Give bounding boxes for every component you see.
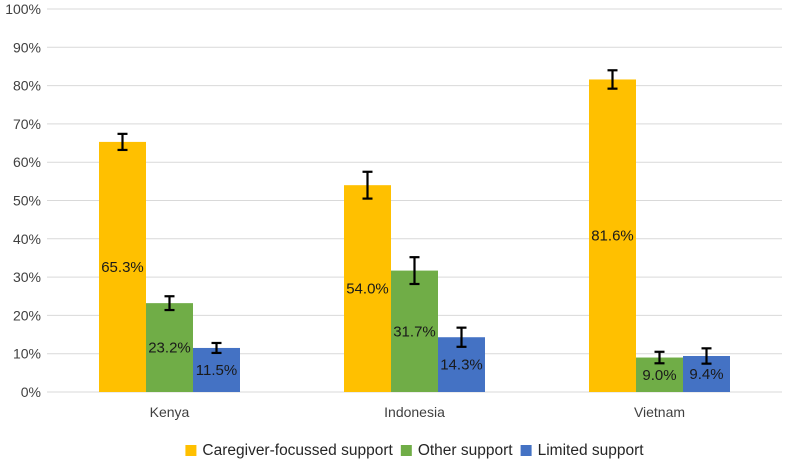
y-tick-label: 0% [21, 384, 41, 400]
bar [99, 141, 146, 392]
y-tick-label: 40% [13, 231, 41, 247]
y-tick-label: 10% [13, 346, 41, 362]
data-label: 23.2% [148, 340, 191, 357]
data-label: 54.0% [346, 281, 389, 298]
data-label: 31.7% [393, 323, 436, 340]
x-category-label: Kenya [150, 404, 190, 420]
bar [589, 79, 636, 393]
legend-label: Other support [418, 442, 513, 459]
bar [391, 270, 438, 392]
bar [344, 185, 391, 392]
y-tick-label: 30% [13, 269, 41, 285]
data-label: 14.3% [440, 357, 483, 374]
y-axis-tick-labels: 0% 10% 20% 30% 40% 50% 60% 70% 80% 90% 100% [5, 1, 41, 400]
y-tick-label: 100% [5, 1, 41, 17]
legend-swatch [185, 445, 197, 456]
bar [193, 347, 240, 392]
error-bars [117, 69, 712, 365]
y-tick-label: 60% [13, 154, 41, 170]
y-tick-label: 90% [13, 39, 41, 55]
data-label: 81.6% [591, 228, 634, 245]
legend-swatch [400, 445, 412, 456]
y-tick-label: 20% [13, 307, 41, 323]
bars [99, 79, 730, 393]
legend-swatch [520, 445, 532, 456]
y-tick-label: 70% [13, 116, 41, 132]
data-label: 11.5% [196, 362, 237, 379]
legend: Caregiver-focussed support Other support L… [185, 442, 644, 459]
data-label: 65.3% [101, 259, 144, 276]
data-label: 9.4% [689, 366, 723, 383]
y-tick-label: 80% [13, 78, 41, 94]
x-category-label: Indonesia [384, 404, 445, 420]
x-axis-category-labels: Kenya Indonesia Vietnam [150, 404, 685, 420]
data-labels: 65.3% 23.2% 11.5% 54.0% 31.7%14.3% 81.6% 9.0% 9… [101, 228, 723, 384]
bar [146, 303, 193, 392]
data-label: 9.0% [642, 367, 676, 384]
x-category-label: Vietnam [634, 404, 685, 420]
legend-label: Limited support [538, 442, 645, 459]
y-tick-label: 50% [13, 193, 41, 209]
legend-label: Caregiver-focussed support [202, 442, 393, 459]
